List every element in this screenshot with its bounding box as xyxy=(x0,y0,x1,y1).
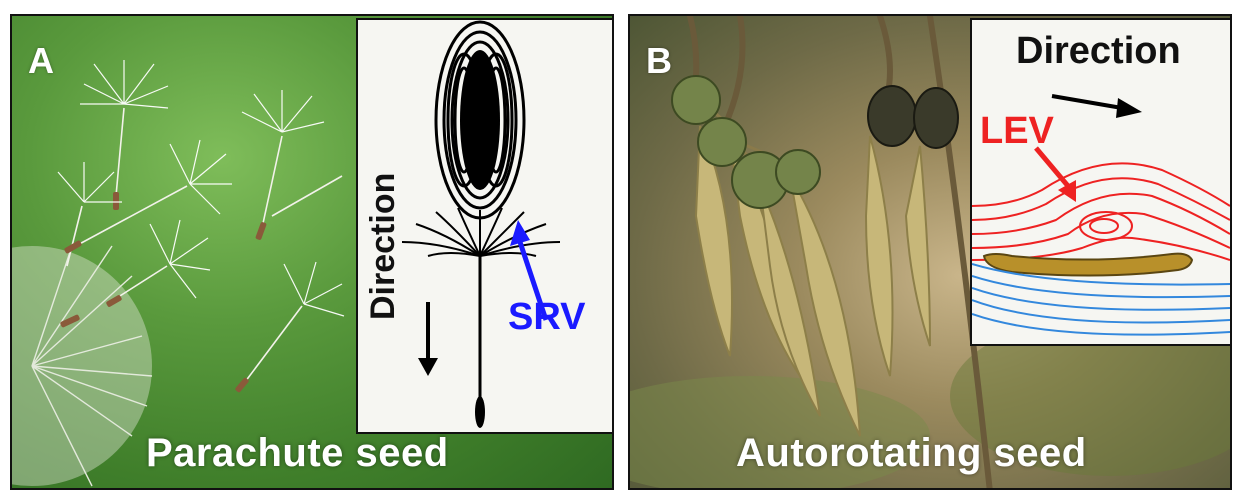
autorotating-inset-diagram: Direction LEV xyxy=(970,18,1230,346)
panel-label-b: B xyxy=(646,40,672,81)
panel-autorotating-seed: B xyxy=(628,14,1232,490)
panel-parachute-seed: A xyxy=(10,14,614,490)
dandelion-seeds-photo xyxy=(12,60,345,487)
panel-label-a: A xyxy=(28,40,54,81)
lev-label: LEV xyxy=(980,110,1054,152)
parachute-inset-diagram: Direction SRV xyxy=(356,18,612,434)
caption-parachute-seed: Parachute seed xyxy=(146,431,449,475)
parachute-seed-diagram xyxy=(401,20,561,428)
direction-label-b: Direction xyxy=(1016,30,1181,72)
leading-edge-vortex-diagram xyxy=(972,94,1230,336)
srv-label: SRV xyxy=(508,296,586,338)
caption-autorotating-seed: Autorotating seed xyxy=(736,431,1087,475)
direction-label-a: Direction xyxy=(364,172,402,320)
winged-seeds-photo xyxy=(630,16,1230,488)
